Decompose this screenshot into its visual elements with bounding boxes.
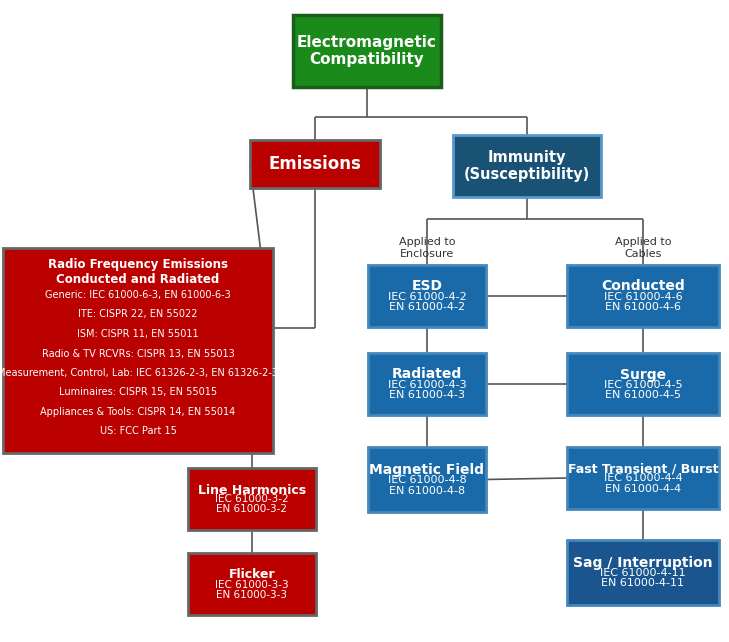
- FancyBboxPatch shape: [567, 447, 719, 509]
- Text: Radiated: Radiated: [392, 367, 462, 381]
- FancyBboxPatch shape: [368, 353, 486, 415]
- Text: Applied to
Cables: Applied to Cables: [615, 237, 671, 259]
- Text: IEC 61000-4-11: IEC 61000-4-11: [600, 568, 686, 578]
- Text: Conducted: Conducted: [601, 279, 685, 293]
- Text: Measurement, Control, Lab: IEC 61326-2-3, EN 61326-2-3: Measurement, Control, Lab: IEC 61326-2-3…: [0, 368, 278, 378]
- Text: ISM: CISPR 11, EN 55011: ISM: CISPR 11, EN 55011: [77, 329, 199, 339]
- Text: Line Harmonics: Line Harmonics: [198, 483, 306, 496]
- Text: EN 61000-3-3: EN 61000-3-3: [217, 589, 287, 600]
- Text: IEC 61000-4-8: IEC 61000-4-8: [388, 475, 467, 485]
- FancyBboxPatch shape: [567, 353, 719, 415]
- FancyBboxPatch shape: [3, 248, 273, 453]
- Text: Radio & TV RCVRs: CISPR 13, EN 55013: Radio & TV RCVRs: CISPR 13, EN 55013: [42, 349, 235, 358]
- Text: EN 61000-3-2: EN 61000-3-2: [217, 505, 287, 514]
- Text: Appliances & Tools: CISPR 14, EN 55014: Appliances & Tools: CISPR 14, EN 55014: [40, 407, 235, 417]
- Text: ESD: ESD: [411, 279, 443, 293]
- Text: Magnetic Field: Magnetic Field: [370, 463, 485, 477]
- Text: Generic: IEC 61000-6-3, EN 61000-6-3: Generic: IEC 61000-6-3, EN 61000-6-3: [45, 290, 231, 300]
- FancyBboxPatch shape: [567, 540, 719, 605]
- FancyBboxPatch shape: [368, 447, 486, 512]
- Text: Electromagnetic
Compatibility: Electromagnetic Compatibility: [297, 35, 437, 67]
- FancyBboxPatch shape: [293, 15, 441, 87]
- FancyBboxPatch shape: [250, 140, 380, 188]
- FancyBboxPatch shape: [453, 135, 601, 197]
- Text: IEC 61000-4-2: IEC 61000-4-2: [388, 291, 467, 302]
- Text: EN 61000-4-8: EN 61000-4-8: [389, 485, 465, 496]
- Text: IEC 61000-4-5: IEC 61000-4-5: [604, 379, 682, 390]
- Text: IEC 61000-4-6: IEC 61000-4-6: [604, 291, 682, 302]
- Text: IEC 61000-4-4: IEC 61000-4-4: [604, 473, 682, 483]
- Text: ITE: CISPR 22, EN 55022: ITE: CISPR 22, EN 55022: [78, 309, 198, 320]
- Text: EN 61000-4-3: EN 61000-4-3: [389, 390, 465, 400]
- Text: Emissions: Emissions: [268, 155, 362, 173]
- Text: Surge: Surge: [620, 367, 666, 381]
- Text: Flicker: Flicker: [229, 569, 276, 582]
- Text: EN 61000-4-4: EN 61000-4-4: [605, 483, 681, 494]
- FancyBboxPatch shape: [567, 265, 719, 327]
- Text: Fast Transient / Burst: Fast Transient / Burst: [568, 462, 718, 475]
- Text: US: FCC Part 15: US: FCC Part 15: [100, 426, 176, 437]
- Text: EN 61000-4-5: EN 61000-4-5: [605, 390, 681, 400]
- FancyBboxPatch shape: [188, 553, 316, 615]
- Text: Applied to
Enclosure: Applied to Enclosure: [399, 237, 455, 259]
- Text: EN 61000-4-2: EN 61000-4-2: [389, 302, 465, 312]
- Text: Luminaires: CISPR 15, EN 55015: Luminaires: CISPR 15, EN 55015: [59, 388, 217, 397]
- Text: Immunity
(Susceptibility): Immunity (Susceptibility): [464, 150, 590, 182]
- Text: IEC 61000-4-3: IEC 61000-4-3: [388, 379, 467, 390]
- FancyBboxPatch shape: [368, 265, 486, 327]
- Text: EN 61000-4-6: EN 61000-4-6: [605, 302, 681, 312]
- Text: IEC 61000-3-3: IEC 61000-3-3: [215, 580, 289, 589]
- Text: Sag / Interruption: Sag / Interruption: [573, 556, 713, 570]
- Text: Radio Frequency Emissions
Conducted and Radiated: Radio Frequency Emissions Conducted and …: [48, 258, 228, 286]
- FancyBboxPatch shape: [188, 468, 316, 530]
- Text: IEC 61000-3-2: IEC 61000-3-2: [215, 494, 289, 505]
- Text: EN 61000-4-11: EN 61000-4-11: [601, 578, 685, 589]
